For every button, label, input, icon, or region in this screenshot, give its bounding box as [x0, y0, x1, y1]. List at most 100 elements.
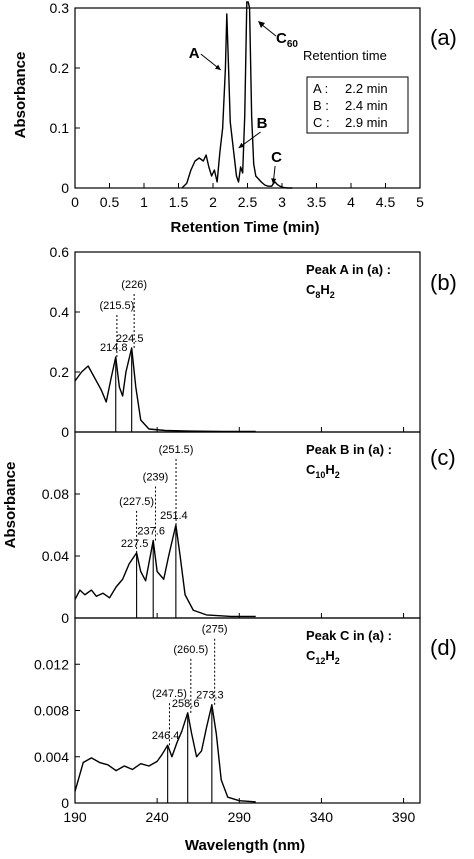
- y-tick-label-b-1: 0.2: [50, 364, 70, 380]
- x-tick-label-d-1: 240: [145, 809, 169, 825]
- x-tick-label-a-4: 2: [209, 194, 217, 210]
- formula-d: C12H2: [306, 648, 340, 666]
- x-tick-label-a-10: 5: [416, 194, 424, 210]
- formula-c-b: C: [306, 282, 316, 297]
- formula-h-d: H: [325, 648, 334, 663]
- retention-value-B: 2.4 min: [345, 98, 388, 113]
- series-line-c-0: [74, 524, 256, 618]
- y-tick-label-a-3: 0.3: [50, 0, 70, 16]
- peak-label-c-1: 237.6: [137, 526, 165, 538]
- x-tick-label-a-6: 3: [278, 194, 286, 210]
- x-tick-label-d-3: 340: [310, 809, 334, 825]
- x-tick-label-a-0: 0: [71, 194, 79, 210]
- y-tick-label-d-3: 0.012: [34, 656, 69, 672]
- formula-h-count-b: 2: [330, 290, 335, 300]
- y-tick-label-c-2: 0.08: [42, 486, 69, 502]
- peak-title-c: Peak B in (a) :: [306, 442, 392, 457]
- peak-label-calc-c-1: (239): [143, 472, 169, 484]
- retention-key-colon-A: :: [321, 81, 328, 96]
- series-line-a-0: [181, 1, 293, 189]
- y-tick-label-c-1: 0.04: [42, 548, 69, 564]
- y-tick-label-c-0: 0: [61, 610, 69, 626]
- y-axis-title-shared: Absorbance: [2, 462, 19, 549]
- x-tick-label-a-2: 1: [140, 194, 148, 210]
- formula-c: C10H2: [306, 462, 340, 480]
- peak-title-b: Peak A in (a) :: [306, 262, 391, 277]
- chart-panel-b: 0 0.2 0.4 0.6 214.8 (215.5) 224.5 (226) Peak A i…: [50, 244, 421, 440]
- retention-key-text-A: A: [313, 81, 322, 96]
- y-axis-title-a: Absorbance: [12, 52, 29, 139]
- panel-label-a: (a): [430, 25, 457, 50]
- x-tick-label-a-7: 3.5: [307, 194, 327, 210]
- c60-label-sub: 60: [287, 39, 299, 50]
- x-tick-label-a-3: 1.5: [169, 194, 189, 210]
- formula-h-count-d: 2: [335, 656, 340, 666]
- y-tick-label-a-0: 0: [61, 180, 69, 196]
- peak-label-c-0: 227.5: [121, 538, 149, 550]
- peak-label-d-1: 258.6: [172, 698, 200, 710]
- peak-arrowhead-A: [215, 64, 221, 70]
- peak-label-b-0: 214.8: [100, 342, 128, 354]
- chart-panel-a: 00.10.20.30 0.5 1 1.5 2 2.5 3 3.5 4 4.5 5ABCC60Ret…: [50, 0, 425, 210]
- y-tick-label-b-3: 0.6: [50, 244, 70, 260]
- y-tick-label-a-2: 0.2: [50, 60, 70, 76]
- y-tick-label-b-2: 0.4: [50, 304, 70, 320]
- peak-label-b-1: 224.5: [116, 333, 144, 345]
- c60-arrowhead: [258, 21, 265, 28]
- chart-panel-d: 0 0.004 0.008 0.012 190 240 290 340 390 246.4 (247…: [34, 617, 421, 825]
- retention-legend-box: [306, 76, 409, 134]
- peak-letter-B: B: [257, 115, 268, 132]
- peak-label-d-0: 246.4: [152, 730, 180, 742]
- y-tick-label-b-0: 0: [61, 424, 69, 440]
- peak-label-c-2: 251.4: [160, 510, 188, 522]
- x-axis-title-d: Wavelength (nm): [185, 837, 305, 854]
- peak-label-calc-b-1: (226): [121, 279, 147, 291]
- panel-label-c: (c): [430, 445, 456, 470]
- plot-frame-d: [74, 617, 421, 804]
- peak-arrowhead-C: [271, 178, 277, 184]
- y-tick-label-d-0: 0: [61, 795, 69, 811]
- chart-panel-c: 0 0.04 0.08 227.5 (227.5) 237.6 (239) 251.4 (251…: [42, 431, 421, 626]
- retention-value-A: 2.2 min: [345, 81, 388, 96]
- peak-label-calc-d-0: (247.5): [152, 688, 187, 700]
- retention-title: Retention time: [303, 48, 387, 63]
- y-tick-label-d-2: 0.008: [34, 703, 69, 719]
- peak-label-d-2: 273.3: [196, 690, 224, 702]
- x-axis-title-a: Retention Time (min): [171, 219, 320, 236]
- y-tick-label-a-1: 0.1: [50, 120, 70, 136]
- retention-key-text-B: B: [313, 98, 322, 113]
- formula-b: C8H2: [306, 282, 335, 300]
- peak-arrowhead-B: [238, 142, 245, 148]
- formula-h-c: H: [325, 462, 334, 477]
- x-tick-label-d-2: 290: [228, 809, 252, 825]
- retention-key-colon-C: :: [322, 115, 329, 130]
- x-tick-label-d-4: 390: [392, 809, 416, 825]
- panel-label-d: (d): [430, 635, 457, 660]
- y-tick-label-d-1: 0.004: [34, 749, 69, 765]
- peak-label-calc-c-0: (227.5): [119, 496, 154, 508]
- c60-label: C60: [276, 30, 298, 50]
- plot-frame-c: [74, 431, 421, 619]
- formula-h-count-c: 2: [335, 470, 340, 480]
- formula-h-b: H: [320, 282, 329, 297]
- retention-key-A: A :: [313, 81, 328, 96]
- peak-letter-A: A: [189, 45, 200, 62]
- x-tick-label-d-0: 190: [63, 809, 87, 825]
- peak-title-d: Peak C in (a) :: [306, 628, 392, 643]
- x-tick-label-a-1: 0.5: [100, 194, 120, 210]
- formula-c-count-b: 8: [315, 290, 320, 300]
- retention-key-colon-B: :: [322, 98, 329, 113]
- retention-key-text-C: C: [313, 115, 322, 130]
- peak-label-calc-d-1: (260.5): [173, 644, 208, 656]
- x-tick-label-a-9: 4.5: [376, 194, 396, 210]
- peak-label-calc-c-2: (251.5): [159, 444, 194, 456]
- peak-letter-C: C: [271, 149, 282, 166]
- series-line-d-0: [74, 704, 256, 803]
- c60-arrow-line: [260, 23, 277, 37]
- retention-value-C: 2.9 min: [345, 115, 388, 130]
- retention-key-B: B :: [313, 98, 329, 113]
- panel-label-b: (b): [430, 270, 457, 295]
- x-tick-label-a-5: 2.5: [238, 194, 258, 210]
- peak-label-calc-d-2: (275): [202, 624, 228, 636]
